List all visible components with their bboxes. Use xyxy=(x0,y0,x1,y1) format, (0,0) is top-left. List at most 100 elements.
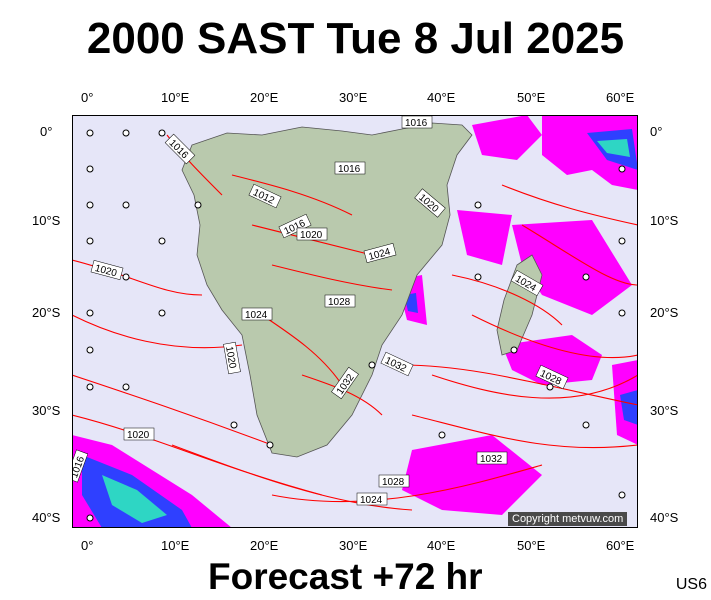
rain-area xyxy=(472,115,542,160)
isobar-label: 1020 xyxy=(127,430,150,441)
isobar-label-box xyxy=(248,183,282,209)
wind-station xyxy=(438,431,446,439)
lat-label-left: 40°S xyxy=(32,510,61,525)
isobar-label-box xyxy=(378,474,410,488)
rain-area xyxy=(457,210,512,265)
weather-map: 1016 1016 1016 1012 1016 1020 1020 1024 … xyxy=(65,115,639,528)
isobar-label-box xyxy=(223,341,241,375)
wind-station xyxy=(86,129,94,137)
lat-label-right: 10°S xyxy=(650,213,679,228)
wind-station xyxy=(230,421,238,429)
lat-label-left: 30°S xyxy=(32,403,61,418)
isobar-label: 1020 xyxy=(300,230,323,241)
isobar-label-box xyxy=(296,227,328,241)
isobar-label: 1016 xyxy=(338,164,361,175)
wind-station xyxy=(474,273,482,281)
isobar-label-box xyxy=(324,294,356,308)
lon-label-top: 60°E xyxy=(606,90,635,105)
wind-station xyxy=(86,383,94,391)
wind-station xyxy=(158,129,166,137)
wind-station xyxy=(122,129,130,137)
wind-station xyxy=(86,514,94,522)
rain-area-core xyxy=(102,475,167,523)
isobar-label-box xyxy=(65,449,89,483)
lon-label-bottom: 50°E xyxy=(517,538,546,553)
lon-label-top: 40°E xyxy=(427,90,456,105)
lat-label-right: 0° xyxy=(650,124,663,139)
isobar-label-box xyxy=(363,243,397,263)
wind-station xyxy=(266,441,274,449)
isobar-label: 1024 xyxy=(245,310,268,321)
isobar-label: 1020 xyxy=(223,345,238,369)
isobars xyxy=(71,134,639,511)
isobar-label-box xyxy=(535,364,569,390)
isobar-label-box xyxy=(380,351,414,377)
wind-station xyxy=(86,346,94,354)
lat-label-right: 30°S xyxy=(650,403,679,418)
lon-label-bottom: 40°E xyxy=(427,538,456,553)
isobar-label: 1024 xyxy=(360,495,383,506)
africa-land xyxy=(181,122,473,458)
forecast-label: Forecast +72 hr xyxy=(208,556,483,597)
isobar-labels: 1016 1016 1016 1012 1016 1020 1020 1024 … xyxy=(65,115,569,506)
map-border xyxy=(72,115,638,528)
isobar-label: 1032 xyxy=(480,454,503,465)
rain-area-heavy xyxy=(620,390,638,425)
wind-station xyxy=(510,346,518,354)
rain-area-core xyxy=(597,139,630,157)
lat-label-left: 20°S xyxy=(32,305,61,320)
wind-station xyxy=(194,201,202,209)
lon-label-top: 10°E xyxy=(161,90,190,105)
wind-station xyxy=(122,201,130,209)
isobar-label-box xyxy=(241,307,273,321)
region-code: US6 xyxy=(675,576,707,593)
lon-label-top: 0° xyxy=(81,90,94,105)
map-title: 2000 SAST Tue 8 Jul 2025 xyxy=(86,14,625,63)
isobar-label: 1028 xyxy=(382,477,405,488)
wind-station xyxy=(158,309,166,317)
lon-label-bottom: 10°E xyxy=(161,538,190,553)
isobar-label-box xyxy=(476,451,508,465)
wind-station xyxy=(122,273,130,281)
wind-station xyxy=(582,273,590,281)
isobar-label: 1028 xyxy=(328,297,351,308)
lon-label-top: 50°E xyxy=(517,90,546,105)
wind-station xyxy=(122,383,130,391)
wind-barbs xyxy=(86,129,626,522)
isobar-label-box xyxy=(356,492,388,506)
isobar-label-box xyxy=(164,133,196,165)
isobar-label-box xyxy=(90,260,124,280)
lat-label-left: 0° xyxy=(40,124,53,139)
wind-station xyxy=(474,201,482,209)
wind-station xyxy=(86,165,94,173)
wind-station xyxy=(546,383,554,391)
wind-station xyxy=(86,201,94,209)
wind-station xyxy=(158,237,166,245)
wind-station xyxy=(618,237,626,245)
isobar-label-box xyxy=(414,188,446,218)
lon-label-bottom: 30°E xyxy=(339,538,368,553)
lat-label-right: 20°S xyxy=(650,305,679,320)
lon-label-bottom: 60°E xyxy=(606,538,635,553)
wind-station xyxy=(368,361,376,369)
wind-station xyxy=(86,309,94,317)
isobar-label-box xyxy=(510,269,544,297)
rain-area xyxy=(512,220,632,315)
lat-label-right: 40°S xyxy=(650,510,679,525)
rainfall-layer xyxy=(72,115,638,528)
wind-station xyxy=(618,165,626,173)
isobar-label-box xyxy=(331,366,359,400)
wind-station xyxy=(86,237,94,245)
weather-map-svg: 1016 1016 1016 1012 1016 1020 1020 1024 … xyxy=(65,115,639,528)
isobar-label-box xyxy=(123,427,155,441)
wind-station xyxy=(618,491,626,499)
isobar-label-box xyxy=(334,161,366,175)
lon-label-bottom: 20°E xyxy=(250,538,279,553)
wind-station xyxy=(618,309,626,317)
lon-label-top: 30°E xyxy=(339,90,368,105)
lat-label-left: 10°S xyxy=(32,213,61,228)
lon-label-top: 20°E xyxy=(250,90,279,105)
isobar-label: 1016 xyxy=(405,118,428,129)
rain-area xyxy=(502,335,602,385)
lon-label-bottom: 0° xyxy=(81,538,94,553)
